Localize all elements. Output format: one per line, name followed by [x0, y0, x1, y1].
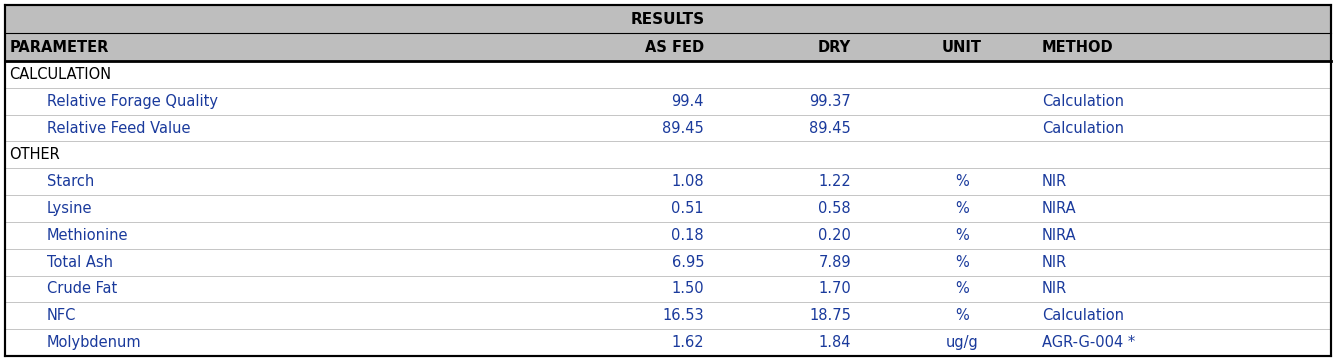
Text: 0.51: 0.51	[672, 201, 704, 216]
Text: 7.89: 7.89	[819, 255, 851, 270]
Bar	[5, 168, 1331, 195]
Text: 1.62: 1.62	[672, 335, 704, 350]
Bar	[5, 249, 1331, 275]
Text: %: %	[955, 308, 969, 323]
Text: METHOD: METHOD	[1042, 39, 1114, 55]
Text: 1.50: 1.50	[672, 282, 704, 296]
Text: 89.45: 89.45	[810, 121, 851, 135]
Text: RESULTS: RESULTS	[631, 12, 705, 26]
Text: %: %	[955, 201, 969, 216]
Text: 1.70: 1.70	[818, 282, 851, 296]
Text: 1.08: 1.08	[672, 174, 704, 189]
Text: 6.95: 6.95	[672, 255, 704, 270]
Text: 0.18: 0.18	[672, 228, 704, 243]
Text: 99.37: 99.37	[810, 94, 851, 109]
Bar	[5, 88, 1331, 115]
Bar	[5, 275, 1331, 303]
Text: Calculation: Calculation	[1042, 308, 1124, 323]
Text: 16.53: 16.53	[663, 308, 704, 323]
Bar	[5, 222, 1331, 249]
Bar	[5, 329, 1331, 356]
Text: %: %	[955, 228, 969, 243]
Text: NIRA: NIRA	[1042, 201, 1077, 216]
Text: Relative Forage Quality: Relative Forage Quality	[47, 94, 218, 109]
Text: ug/g: ug/g	[946, 335, 978, 350]
Text: 1.84: 1.84	[819, 335, 851, 350]
Text: 1.22: 1.22	[818, 174, 851, 189]
Text: NIR: NIR	[1042, 255, 1067, 270]
Text: NIR: NIR	[1042, 282, 1067, 296]
Text: Relative Feed Value: Relative Feed Value	[47, 121, 190, 135]
Text: NIRA: NIRA	[1042, 228, 1077, 243]
Text: AS FED: AS FED	[645, 39, 704, 55]
Text: Crude Fat: Crude Fat	[47, 282, 118, 296]
Bar	[5, 5, 1331, 33]
Text: 18.75: 18.75	[810, 308, 851, 323]
Bar	[5, 115, 1331, 142]
Text: 99.4: 99.4	[672, 94, 704, 109]
Text: AGR-G-004 *: AGR-G-004 *	[1042, 335, 1136, 350]
Text: Starch: Starch	[47, 174, 94, 189]
Text: Methionine: Methionine	[47, 228, 128, 243]
Bar	[5, 195, 1331, 222]
Text: 89.45: 89.45	[663, 121, 704, 135]
Text: Total Ash: Total Ash	[47, 255, 112, 270]
Bar	[5, 33, 1331, 61]
Text: %: %	[955, 282, 969, 296]
Text: Calculation: Calculation	[1042, 121, 1124, 135]
Bar	[5, 142, 1331, 168]
Text: CALCULATION: CALCULATION	[9, 67, 111, 82]
Text: %: %	[955, 255, 969, 270]
Text: NFC: NFC	[47, 308, 76, 323]
Text: Molybdenum: Molybdenum	[47, 335, 142, 350]
Text: DRY: DRY	[818, 39, 851, 55]
Text: OTHER: OTHER	[9, 147, 60, 162]
Text: 0.20: 0.20	[818, 228, 851, 243]
Text: PARAMETER: PARAMETER	[9, 39, 108, 55]
Text: NIR: NIR	[1042, 174, 1067, 189]
Text: %: %	[955, 174, 969, 189]
Text: UNIT: UNIT	[942, 39, 982, 55]
Bar	[5, 61, 1331, 88]
Text: 0.58: 0.58	[819, 201, 851, 216]
Text: Lysine: Lysine	[47, 201, 92, 216]
Bar	[5, 303, 1331, 329]
Text: Calculation: Calculation	[1042, 94, 1124, 109]
